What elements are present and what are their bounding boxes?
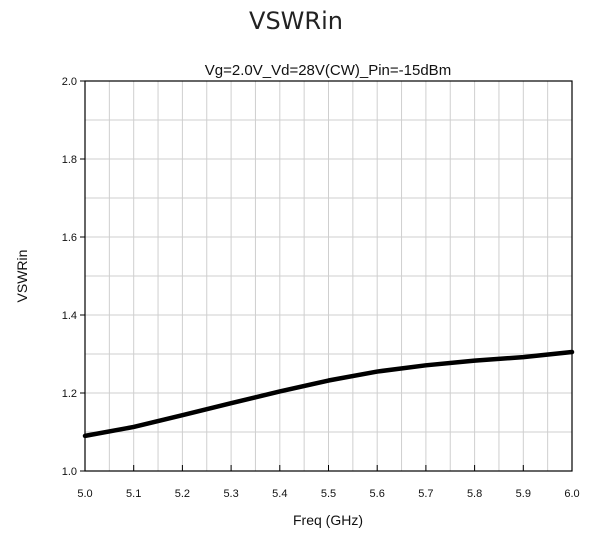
y-tick-label: 1.0 — [62, 466, 77, 478]
y-tick-label: 1.8 — [62, 154, 77, 166]
x-tick-label: 5.7 — [418, 488, 433, 500]
x-tick-label: 5.1 — [126, 488, 141, 500]
x-tick-label: 5.9 — [516, 488, 531, 500]
x-tick-label: 5.2 — [175, 488, 190, 500]
y-tick-label: 2.0 — [62, 76, 77, 88]
x-tick-label: 5.5 — [321, 488, 336, 500]
y-tick-label: 1.4 — [62, 310, 77, 322]
x-tick-label: 5.3 — [223, 488, 238, 500]
y-tick-label: 1.2 — [62, 388, 77, 400]
x-axis-label: Freq (GHz) — [293, 512, 363, 528]
series-layer — [82, 349, 575, 439]
y-axis-label: VSWRin — [14, 250, 30, 303]
x-tick-label: 6.0 — [564, 488, 579, 500]
x-tick-label: 5.6 — [370, 488, 385, 500]
x-tick-label: 5.0 — [77, 488, 92, 500]
x-tick-label: 5.4 — [272, 488, 287, 500]
page-title: VSWRin — [249, 7, 343, 35]
x-tick-label: 5.8 — [467, 488, 482, 500]
plot-grid — [84, 80, 573, 472]
y-tick-label: 1.6 — [62, 232, 77, 244]
chart-title: Vg=2.0V_Vd=28V(CW)_Pin=-15dBm — [205, 62, 451, 79]
vswr-series-line — [82, 349, 575, 439]
axis-ticks: 5.0 5.1 5.2 5.3 5.4 5.5 5.6 5.7 5.8 5.9 6.0 1.0 1.2 1… — [62, 76, 580, 500]
